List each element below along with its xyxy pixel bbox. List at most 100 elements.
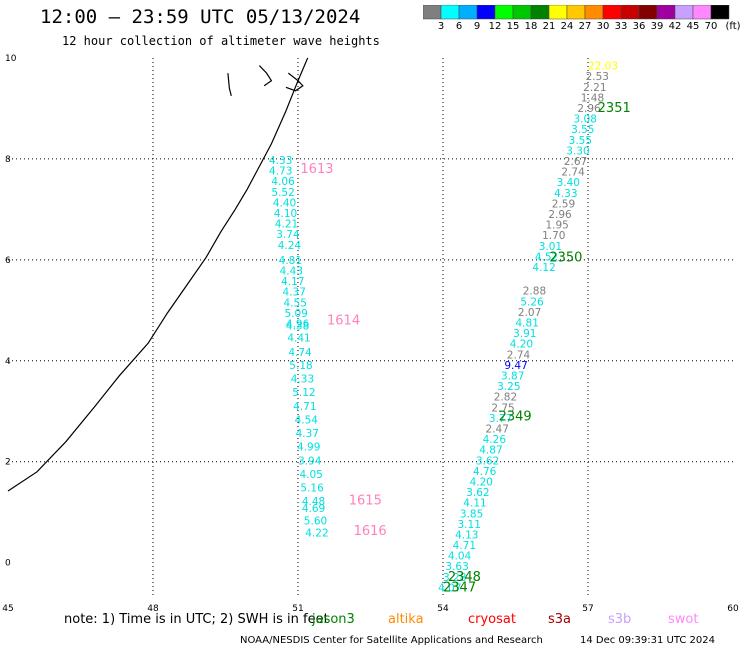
pass-number-label: 2351 [598, 101, 631, 116]
wave-height-label: 5.60 [304, 515, 327, 527]
y-tick-label: 4 [5, 357, 11, 367]
wave-height-label: 3.62 [466, 487, 489, 499]
wave-height-label: 4.81 [279, 255, 302, 267]
color-scale-labels: 3 6 9 12 15 18 21 24 27 30 33 36 39 42 45 70 (ft) [423, 21, 740, 33]
wave-height-label: 4.12 [532, 262, 555, 274]
wave-height-label: 4.33 [554, 188, 577, 200]
wave-height-label: 4.76 [473, 466, 497, 478]
wave-height-label: 4.06 [271, 176, 295, 188]
y-tick-label: 6 [5, 256, 11, 266]
satellite-legend-item: cryosat [468, 612, 516, 627]
wave-height-label: 22.03 [588, 61, 618, 73]
pass-number-label: 2349 [499, 409, 532, 424]
wave-height-label: 4.81 [516, 317, 539, 329]
wave-height-label: 3.08 [574, 114, 597, 126]
wave-height-label: 3.25 [497, 381, 520, 393]
color-scale-label: 45 [686, 21, 700, 32]
wave-height-label: 2.75 [491, 402, 514, 414]
wave-height-label: 5.12 [292, 387, 315, 399]
wave-height-label: 2.59 [552, 198, 575, 210]
pass-number-label: 2348 [448, 570, 481, 585]
wave-height-label: 4.17 [281, 276, 304, 288]
wave-height-label: 3.01 [539, 241, 562, 253]
satellite-legend-item: s3a [548, 612, 572, 627]
island-outline [227, 73, 232, 96]
color-scale-label: 33 [614, 21, 628, 32]
wave-height-label: 9.47 [504, 360, 527, 372]
y-tick-label: 2 [5, 458, 11, 468]
color-scale-bar [423, 5, 730, 20]
wave-height-label: 3.62 [476, 455, 499, 467]
wave-height-label: 2.96 [577, 103, 601, 115]
wave-height-label: 3.87 [501, 370, 524, 382]
wave-height-label: 4.40 [273, 197, 296, 209]
island-outline [258, 65, 273, 87]
color-scale-label: 39 [650, 21, 664, 32]
wave-height-label: 4.21 [275, 219, 298, 231]
wave-height-label: 4.05 [299, 469, 322, 481]
color-scale-label: 70 [704, 21, 718, 32]
wave-height-label: 2.74 [561, 167, 585, 179]
wave-height-label: 5.09 [284, 308, 307, 320]
pass-number-label: 1613 [300, 162, 333, 177]
wave-height-label: 4.07 [438, 582, 461, 594]
wave-height-label: 4.22 [305, 527, 328, 539]
wave-height-label: 4.24 [278, 240, 302, 252]
pass-number-label: 2350 [549, 250, 582, 265]
wave-height-label: 4.96 [286, 318, 310, 330]
wave-height-label: 2.53 [586, 71, 609, 83]
pass-number-label: 2347 [443, 580, 476, 595]
color-scale-label: 18 [524, 21, 538, 32]
color-scale-label: 12 [488, 21, 502, 32]
wave-height-label: 3.28 [443, 572, 466, 584]
wave-height-label: 2.74 [507, 349, 531, 361]
wave-height-label: 4.33 [269, 155, 292, 167]
satellite-legend-item: altika [388, 612, 424, 627]
wave-height-label: 3.11 [458, 519, 481, 531]
pass-number-label: 1614 [327, 313, 360, 328]
wave-height-label: 2.07 [518, 307, 541, 319]
wave-height-label: 4.43 [280, 266, 303, 278]
wave-height-label: 1.48 [581, 92, 604, 104]
pass-number-label: 1616 [354, 524, 387, 539]
color-scale-label: 15 [506, 21, 520, 32]
wave-height-label: 3.30 [566, 145, 589, 157]
wave-height-label: 4.37 [296, 428, 319, 440]
wave-height-label: 3.94 [298, 455, 322, 467]
wave-height-label: 4.87 [479, 445, 502, 457]
x-tick-label: 48 [147, 604, 159, 614]
wave-height-label: 4.71 [453, 540, 476, 552]
wave-height-label: 4.71 [293, 401, 316, 413]
wave-height-label: 3.55 [571, 124, 594, 136]
color-scale-label: (ft) [725, 21, 740, 32]
wave-height-label: 3.85 [460, 508, 483, 520]
wave-height-label: 4.37 [283, 287, 306, 299]
y-tick-label: 8 [5, 155, 11, 165]
wave-height-label: 3.55 [569, 135, 592, 147]
color-scale-label: 6 [455, 21, 463, 32]
wave-height-label: 1.95 [545, 220, 568, 232]
credit-text: NOAA/NESDIS Center for Satellite Applica… [240, 635, 543, 646]
wave-height-label: 4.48 [302, 496, 325, 508]
wave-height-label: 2.21 [583, 82, 606, 94]
wave-height-label: 4.04 [448, 551, 472, 563]
wave-height-label: 5.26 [520, 296, 544, 308]
wave-height-label: 2.88 [523, 286, 546, 298]
color-scale-label: 9 [473, 21, 481, 32]
wave-height-label: 3.91 [513, 328, 536, 340]
wave-height-label: 4.26 [483, 434, 507, 446]
wave-height-label: 5.18 [289, 360, 312, 372]
page-title: 12:00 – 23:59 UTC 05/13/2024 [40, 6, 361, 28]
x-tick-label: 45 [2, 604, 13, 614]
color-scale-label: 36 [632, 21, 646, 32]
wave-height-label: 4.41 [287, 333, 310, 345]
pass-number-label: 1615 [349, 494, 382, 509]
wave-height-label: 2.82 [494, 392, 517, 404]
wave-height-label: 3.63 [445, 561, 468, 573]
wave-height-label: 4.38 [286, 321, 309, 333]
wave-height-label: 4.20 [470, 476, 493, 488]
color-scale-label: 30 [596, 21, 610, 32]
wave-height-label: 2.67 [564, 156, 587, 168]
wave-height-label: 4.33 [291, 374, 314, 386]
y-tick-label: 0 [5, 559, 11, 569]
